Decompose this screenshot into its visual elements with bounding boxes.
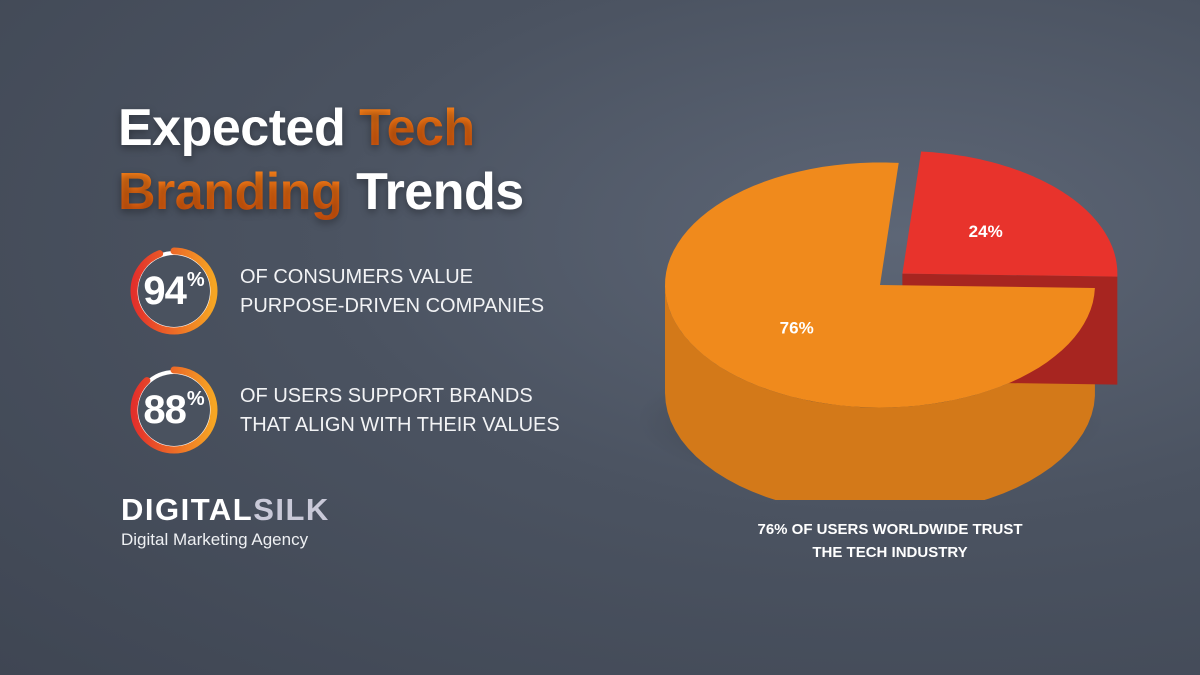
ring-progress-arc [130,247,218,335]
brand-name-silk: SILK [253,492,330,527]
brand-logo[interactable]: DIGITALSILK Digital Marketing Agency [121,492,330,550]
pie-slice-label: 76% [780,319,814,338]
pie-slice-large [665,162,1095,408]
stat-description: OF CONSUMERS VALUE PURPOSE-DRIVEN COMPAN… [240,263,680,321]
pie-slice-label: 24% [969,222,1003,241]
title-word-trends: Trends [356,163,524,221]
stat-line-1: OF USERS SUPPORT BRANDS [240,385,533,407]
progress-ring-icon [126,243,222,339]
brand-name: DIGITALSILK [121,492,330,528]
stat-number: 94 [143,268,186,313]
ring-progress-arc [130,366,218,454]
stat-description: OF USERS SUPPORT BRANDS THAT ALIGN WITH … [240,382,680,440]
stat-percent-sign: % [186,388,205,410]
stat-consumers-value: 94% OF CONSUMERS VALUE PURPOSE-DRIVEN CO… [126,243,686,339]
brand-tagline: Digital Marketing Agency [121,530,309,549]
title-line-2: Branding Trends [118,160,524,224]
title-word-tech: Tech [359,99,475,157]
caption-line-2: THE TECH INDUSTRY [812,544,968,561]
title-word-expected: Expected [118,99,346,157]
stat-line-2: PURPOSE-DRIVEN COMPANIES [240,295,545,317]
stat-value: 94% [126,243,222,339]
title-line-1: Expected Tech [118,96,524,160]
stat-number: 88 [143,387,186,432]
stat-line-1: OF CONSUMERS VALUE [240,266,473,288]
stat-value: 88% [126,362,222,458]
brand-name-digital: DIGITAL [121,492,254,527]
stat-percent-sign: % [186,269,205,291]
pie-slice-small [902,151,1118,277]
stat-line-2: THAT ALIGN WITH THEIR VALUES [240,414,560,436]
title-word-branding: Branding [118,163,343,221]
ring-center [138,255,210,327]
ring-center [138,374,210,446]
chart-caption: 76% OF USERS WORLDWIDE TRUST THE TECH IN… [690,518,1090,564]
progress-ring-icon [126,362,222,458]
page-title: Expected Tech Branding Trends [118,96,524,224]
stat-users-support: 88% OF USERS SUPPORT BRANDS THAT ALIGN W… [126,362,686,458]
pie-chart: 76% 24% [640,151,1118,500]
caption-line-1: 76% OF USERS WORLDWIDE TRUST [757,521,1023,538]
pie-slice-side [665,285,1095,500]
